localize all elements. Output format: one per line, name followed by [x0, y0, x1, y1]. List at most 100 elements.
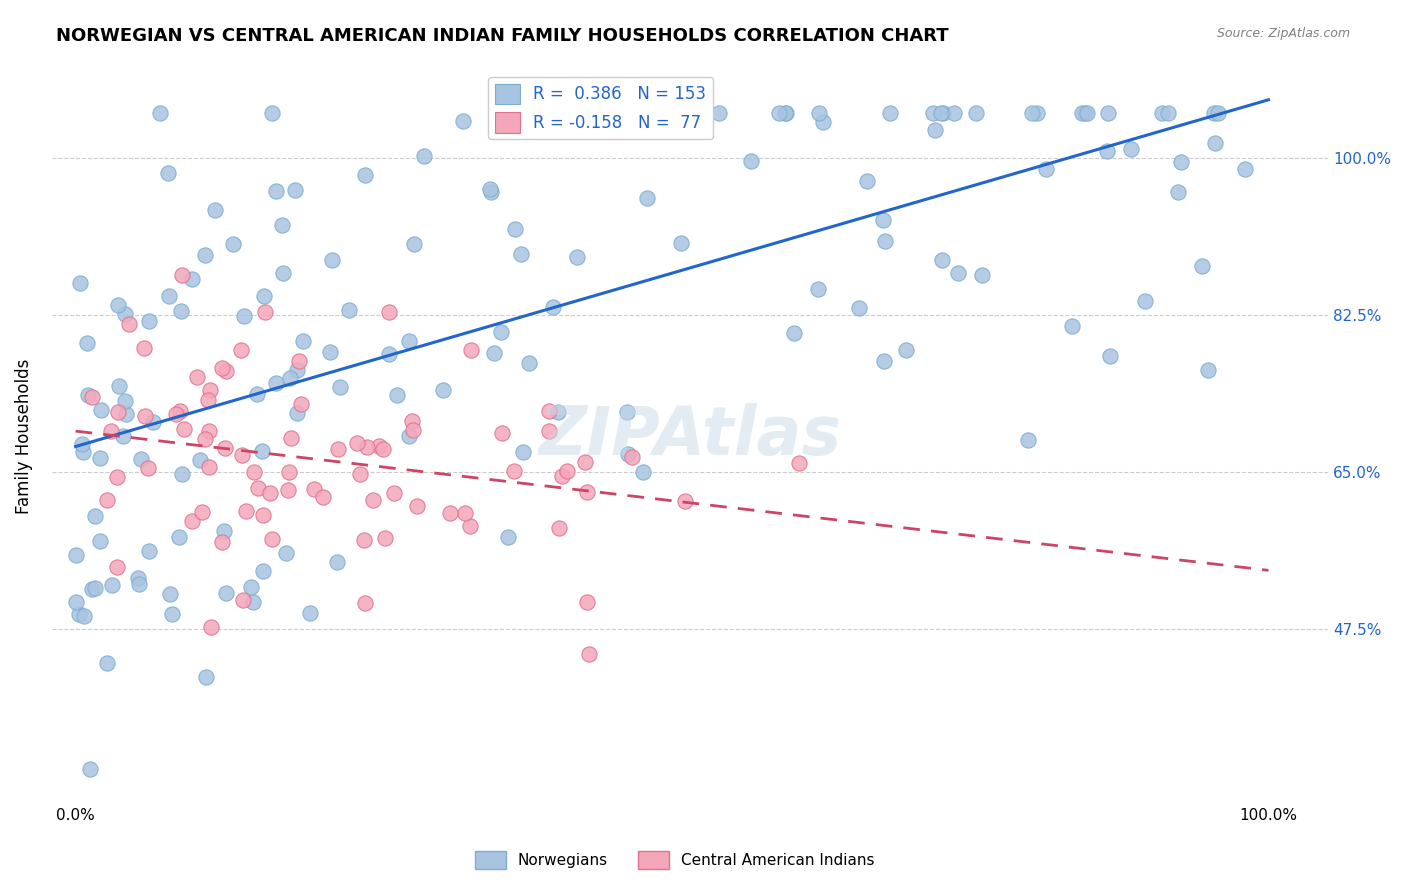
Point: [197, 393, 219, 408]
Point: [856, 174, 879, 188]
Point: [262, 106, 284, 120]
Point: [329, 380, 352, 394]
Point: [67, 607, 90, 621]
Point: [128, 577, 150, 591]
Point: [107, 298, 129, 312]
Point: [404, 236, 426, 251]
Point: [576, 594, 599, 608]
Point: [783, 326, 806, 340]
Point: [402, 423, 425, 437]
Point: [65, 549, 87, 563]
Point: [811, 115, 834, 129]
Point: [479, 186, 502, 200]
Point: [96, 656, 118, 670]
Point: [387, 388, 409, 402]
Point: [633, 465, 655, 479]
Point: [413, 149, 436, 163]
Point: [240, 580, 263, 594]
Point: [1208, 106, 1230, 120]
Point: [169, 404, 191, 418]
Point: [136, 460, 159, 475]
Point: [83, 582, 105, 596]
Point: [72, 437, 94, 451]
Legend: Norwegians, Central American Indians: Norwegians, Central American Indians: [468, 845, 882, 875]
Point: [72, 445, 94, 459]
Point: [924, 123, 946, 137]
Point: [271, 266, 294, 280]
Point: [204, 202, 226, 217]
Point: [636, 191, 658, 205]
Point: [117, 317, 139, 331]
Point: [221, 237, 243, 252]
Point: [200, 384, 222, 398]
Point: [567, 251, 589, 265]
Point: [284, 182, 307, 196]
Point: [1021, 106, 1043, 120]
Point: [79, 762, 101, 776]
Point: [190, 453, 212, 467]
Point: [96, 493, 118, 508]
Point: [373, 531, 395, 545]
Point: [398, 428, 420, 442]
Point: [285, 362, 308, 376]
Point: [1017, 434, 1039, 448]
Point: [194, 432, 217, 446]
Point: [76, 388, 98, 402]
Point: [319, 345, 342, 359]
Point: [105, 470, 128, 484]
Point: [510, 247, 533, 261]
Point: [252, 508, 274, 522]
Point: [775, 106, 797, 120]
Point: [617, 447, 640, 461]
Point: [170, 304, 193, 318]
Point: [312, 490, 335, 504]
Point: [108, 379, 131, 393]
Point: [142, 415, 165, 429]
Point: [491, 426, 513, 441]
Point: [264, 184, 287, 198]
Point: [616, 405, 638, 419]
Point: [872, 212, 894, 227]
Point: [665, 106, 688, 120]
Point: [149, 106, 172, 120]
Point: [132, 341, 155, 355]
Point: [290, 397, 312, 411]
Point: [454, 506, 477, 520]
Point: [65, 595, 87, 609]
Point: [195, 670, 218, 684]
Point: [252, 564, 274, 578]
Point: [965, 106, 987, 120]
Point: [250, 444, 273, 458]
Point: [875, 234, 897, 248]
Point: [740, 154, 762, 169]
Point: [378, 347, 401, 361]
Point: [232, 593, 254, 607]
Point: [326, 555, 349, 569]
Point: [373, 442, 395, 457]
Point: [280, 431, 302, 445]
Point: [1098, 349, 1121, 363]
Point: [211, 534, 233, 549]
Point: [84, 508, 107, 523]
Point: [707, 106, 730, 120]
Point: [194, 248, 217, 262]
Point: [259, 486, 281, 500]
Point: [115, 407, 138, 421]
Point: [879, 106, 901, 120]
Point: [353, 169, 375, 183]
Point: [630, 106, 652, 120]
Point: [946, 266, 969, 280]
Point: [170, 467, 193, 481]
Point: [538, 404, 561, 418]
Point: [173, 422, 195, 436]
Point: [460, 518, 482, 533]
Point: [337, 302, 360, 317]
Point: [90, 403, 112, 417]
Point: [321, 253, 343, 268]
Point: [242, 595, 264, 609]
Point: [609, 122, 631, 136]
Point: [432, 383, 454, 397]
Point: [349, 467, 371, 481]
Point: [231, 448, 253, 462]
Point: [555, 464, 578, 478]
